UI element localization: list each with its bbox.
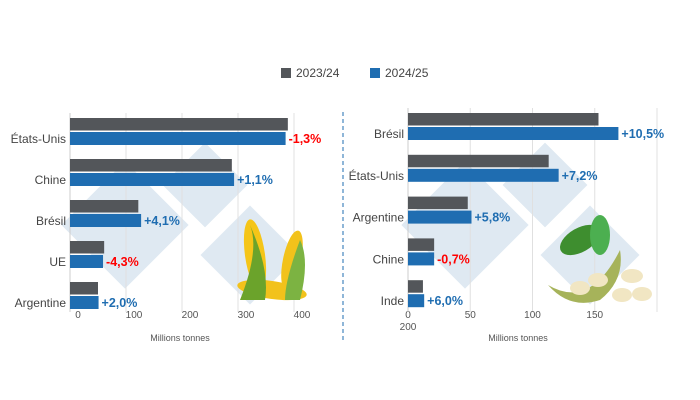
tick-label: 50: [465, 310, 477, 321]
bar-2024-25: [408, 127, 619, 140]
category-label: Brésil: [36, 214, 66, 228]
change-label: +7,2%: [562, 169, 598, 183]
change-label: -4,3%: [106, 255, 139, 269]
legend-swatch: [281, 68, 291, 78]
tick-label: 400: [294, 310, 311, 321]
tick-label: 0: [75, 310, 81, 321]
tick-label: 100: [524, 310, 541, 321]
change-label: -1,3%: [289, 132, 322, 146]
legend-swatch: [370, 68, 380, 78]
bar-2024-25: [408, 168, 559, 182]
corn-illustration: [237, 219, 307, 301]
tick-label: 200: [182, 310, 199, 321]
tick-label: 150: [586, 310, 603, 321]
x-axis-title: Millions tonnes: [488, 333, 548, 343]
bar-2023-24: [408, 154, 549, 168]
category-label: Argentine: [353, 211, 405, 225]
bar-2023-24: [408, 280, 423, 293]
category-label: États-Unis: [11, 131, 66, 146]
bar-2024-25: [408, 252, 435, 266]
legend-item-2023-24: 2023/24: [281, 66, 339, 80]
bar-2023-24: [70, 241, 105, 254]
bar-2024-25: [70, 296, 99, 309]
legend-label: 2023/24: [296, 66, 340, 80]
tick-label: 0: [405, 310, 411, 321]
category-label: États-Unis: [349, 168, 404, 183]
change-label: +6,0%: [427, 294, 463, 308]
bar-2024-25: [70, 173, 235, 186]
category-label: Argentine: [15, 296, 67, 310]
change-label: +4,1%: [144, 214, 180, 228]
tick-label: 100: [126, 310, 143, 321]
tick-label: 200: [400, 322, 417, 333]
change-label: +5,8%: [474, 211, 510, 225]
bar-chart-1: 0 100 200 300 400 États-Unis -1,3% Chine +1,1% Br…: [11, 113, 322, 343]
category-label: Brésil: [374, 127, 404, 141]
bar-2023-24: [70, 200, 139, 213]
bar-2024-25: [70, 132, 286, 145]
bar-2023-24: [408, 113, 599, 126]
change-label: +10,5%: [621, 127, 664, 141]
soybean-illustration: [548, 215, 652, 303]
bar-2024-25: [408, 294, 425, 308]
bar-2024-25: [70, 255, 104, 268]
x-axis-title: Millions tonnes: [150, 333, 210, 343]
bar-2023-24: [70, 118, 288, 131]
bar-2023-24: [70, 282, 98, 295]
category-label: Inde: [381, 294, 405, 308]
bar-2023-24: [70, 159, 232, 172]
bar-chart-2: 0 50 100 150 200 Brésil +10,5% États-Unis +7,2% A…: [349, 108, 664, 343]
bar-2023-24: [408, 238, 435, 251]
bar-2024-25: [408, 210, 472, 224]
bar-2024-25: [70, 214, 142, 227]
change-label: +2,0%: [102, 296, 138, 310]
bar-2023-24: [408, 196, 468, 210]
tick-label: 300: [238, 310, 255, 321]
change-label: -0,7%: [437, 252, 470, 266]
category-label: Chine: [35, 173, 67, 187]
category-label: UE: [49, 255, 66, 269]
change-label: +1,1%: [237, 173, 273, 187]
legend-label: 2024/25: [385, 66, 429, 80]
category-label: Chine: [373, 252, 405, 266]
legend-item-2024-25: 2024/25: [370, 66, 428, 80]
